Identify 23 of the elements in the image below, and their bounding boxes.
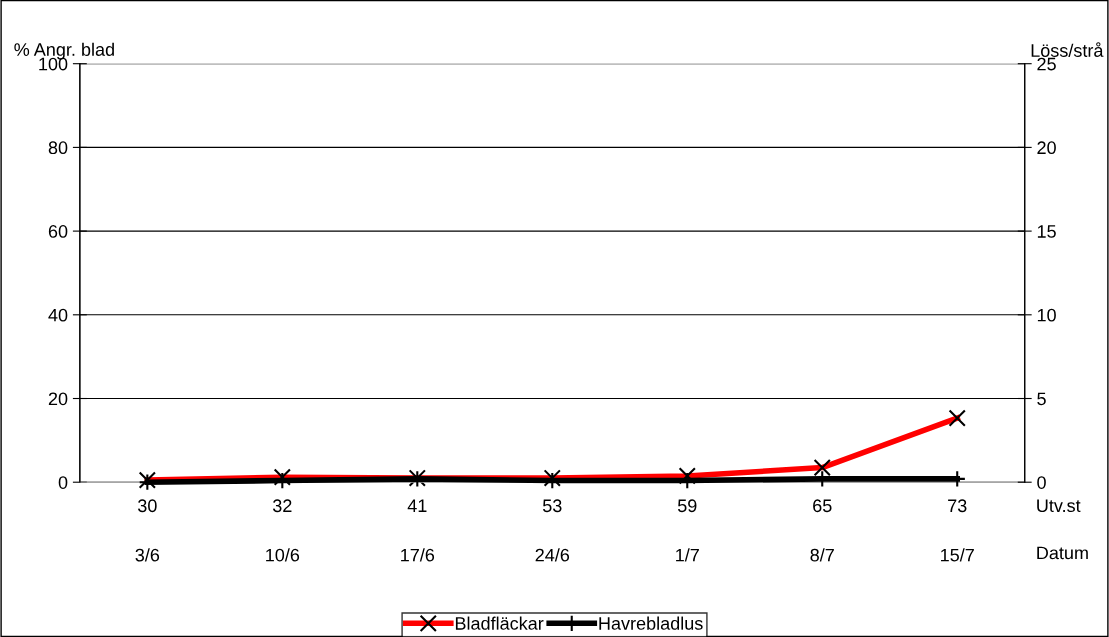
y2-tick-label: 5 [1037, 392, 1046, 406]
y2-tick-label: 25 [1037, 57, 1056, 71]
category-label: 41 17/6 [401, 499, 435, 562]
y-tick-label: 40 [48, 308, 68, 322]
y2-tick-label: 20 [1037, 141, 1056, 155]
y2-tick-label: 15 [1037, 225, 1056, 238]
legend-label: Havrebladlus [599, 616, 703, 630]
y2-tick-label: 0 [1037, 476, 1046, 489]
category-label: 30 3/6 [135, 499, 160, 562]
category-label: 73 15/7 [941, 499, 974, 562]
y-tick-label: 0 [58, 476, 68, 489]
text: Datum [1037, 546, 1088, 560]
category-label: 59 1/7 [676, 499, 699, 562]
y2-axis-title: Löss/strå [1031, 42, 1104, 57]
legend-label: Bladfläckar [455, 616, 544, 630]
category-label: 32 10/6 [266, 499, 300, 562]
category-label: 53 24/6 [535, 499, 570, 562]
y-tick-label: 80 [48, 141, 68, 155]
category-label: 65 8/7 [810, 499, 834, 562]
y-tick-label: 60 [48, 225, 68, 238]
text: Utv.st [1037, 499, 1081, 513]
y-tick-label: 20 [48, 392, 68, 406]
y2-tick-label: 10 [1037, 308, 1056, 322]
